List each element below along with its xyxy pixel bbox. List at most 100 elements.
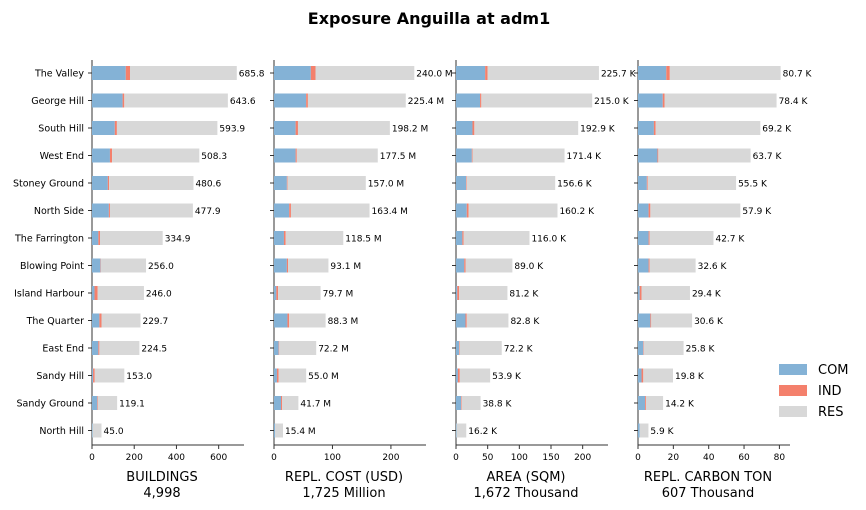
bar-value-label: 32.6 K [698, 262, 728, 272]
x-axis-total: 607 Thousand [662, 486, 755, 501]
x-axis-label: AREA (SQM) [486, 470, 565, 485]
bar-value-label: 45.0 [104, 427, 124, 437]
bar-value-label: 177.5 M [380, 152, 416, 162]
bar-com [456, 258, 465, 273]
chart-title: Exposure Anguilla at adm1 [308, 9, 550, 28]
bar-com [274, 258, 287, 273]
bar-value-label: 480.6 [195, 180, 221, 190]
bar-com [456, 231, 463, 245]
bar-res [487, 66, 599, 80]
bar-com [638, 396, 646, 410]
bar-ind [94, 286, 98, 300]
bar-value-label: 69.2 K [762, 125, 792, 135]
bar-value-label: 72.2 M [318, 345, 349, 355]
legend-swatch-ind [779, 385, 807, 396]
bar-res [278, 368, 307, 383]
bar-value-label: 215.0 K [594, 97, 630, 107]
panel-1: 0 100 200 240.0 M 225.4 M 198.2 M 177.5 M 157.0… [270, 60, 453, 501]
bar-res [472, 148, 565, 163]
bar-ind [653, 121, 656, 135]
bar-res [647, 176, 737, 190]
bar-value-label: 89.0 K [514, 262, 544, 272]
bar-value-label: 246.0 [146, 290, 172, 300]
bar-value-label: 80.7 K [783, 70, 813, 80]
x-tick-label: 100 [324, 453, 341, 463]
bar-res [664, 93, 777, 108]
bar-value-label: 229.7 [142, 317, 168, 327]
bar-res [649, 258, 696, 273]
bar-ind [287, 313, 290, 328]
bar-com [638, 93, 663, 108]
bar-ind [466, 176, 467, 190]
bar-res [290, 203, 370, 218]
bar-res [468, 203, 558, 218]
bar-res [297, 121, 390, 135]
x-axis-label: REPL. COST (USD) [285, 470, 403, 485]
bar-value-label: 225.4 M [408, 97, 444, 107]
category-label: North Hill [39, 426, 84, 437]
bar-res [279, 341, 317, 355]
bar-com [456, 148, 472, 163]
bar-ind [276, 286, 279, 300]
bar-res [639, 423, 649, 438]
bar-ind [306, 93, 308, 108]
category-label: Island Harbour [14, 289, 84, 300]
bar-value-label: 171.4 K [567, 152, 603, 162]
bar-ind [295, 121, 298, 135]
bar-res [474, 121, 579, 135]
bar-value-label: 42.7 K [715, 235, 745, 245]
bar-res [641, 286, 690, 300]
bar-com [638, 231, 649, 245]
bar-value-label: 225.7 K [601, 70, 637, 80]
bar-com [274, 148, 296, 163]
bar-ind [666, 66, 670, 80]
bar-res [296, 148, 378, 163]
bar-com [274, 341, 279, 355]
bar-ind [283, 231, 286, 245]
bar-ind [109, 148, 113, 163]
bar-ind [645, 396, 646, 410]
x-tick-label: 200 [382, 453, 399, 463]
x-tick-label: 0 [635, 453, 641, 463]
category-label: Sandy Hill [36, 371, 84, 382]
bar-res [456, 423, 467, 438]
bar-value-label: 14.2 K [665, 400, 695, 410]
bar-com [638, 286, 640, 300]
bar-value-label: 19.8 K [675, 372, 705, 382]
bar-com [638, 121, 654, 135]
bar-value-label: 224.5 [141, 345, 167, 355]
category-label: West End [40, 151, 84, 162]
bar-ind [657, 148, 659, 163]
bar-value-label: 38.8 K [483, 400, 513, 410]
bar-ind [114, 121, 117, 135]
bar-com [638, 258, 649, 273]
bar-res [112, 148, 200, 163]
bar-ind [125, 66, 130, 80]
x-tick-label: 50 [482, 453, 494, 463]
bar-value-label: 82.8 K [510, 317, 540, 327]
bar-value-label: 157.0 M [368, 180, 404, 190]
bar-value-label: 53.9 K [492, 372, 522, 382]
bar-com [456, 66, 486, 80]
bar-com [274, 121, 296, 135]
bar-res [97, 396, 118, 410]
bar-ind [485, 66, 488, 80]
bar-com [638, 66, 667, 80]
bar-ind [465, 313, 467, 328]
bar-ind [480, 93, 482, 108]
bar-value-label: 55.5 K [738, 180, 768, 190]
bar-com [274, 423, 276, 438]
bar-com [456, 396, 462, 410]
bar-value-label: 29.4 K [692, 290, 722, 300]
category-label: George Hill [31, 96, 84, 107]
bar-com [638, 148, 658, 163]
bar-value-label: 55.0 M [308, 372, 339, 382]
bar-res [650, 203, 741, 218]
bar-com [456, 341, 460, 355]
bar-com [456, 423, 457, 438]
bar-ind [641, 368, 644, 383]
bar-com [92, 313, 100, 328]
bar-value-label: 153.0 [126, 372, 152, 382]
bar-value-label: 256.0 [148, 262, 174, 272]
bar-value-label: 5.9 K [650, 427, 674, 437]
